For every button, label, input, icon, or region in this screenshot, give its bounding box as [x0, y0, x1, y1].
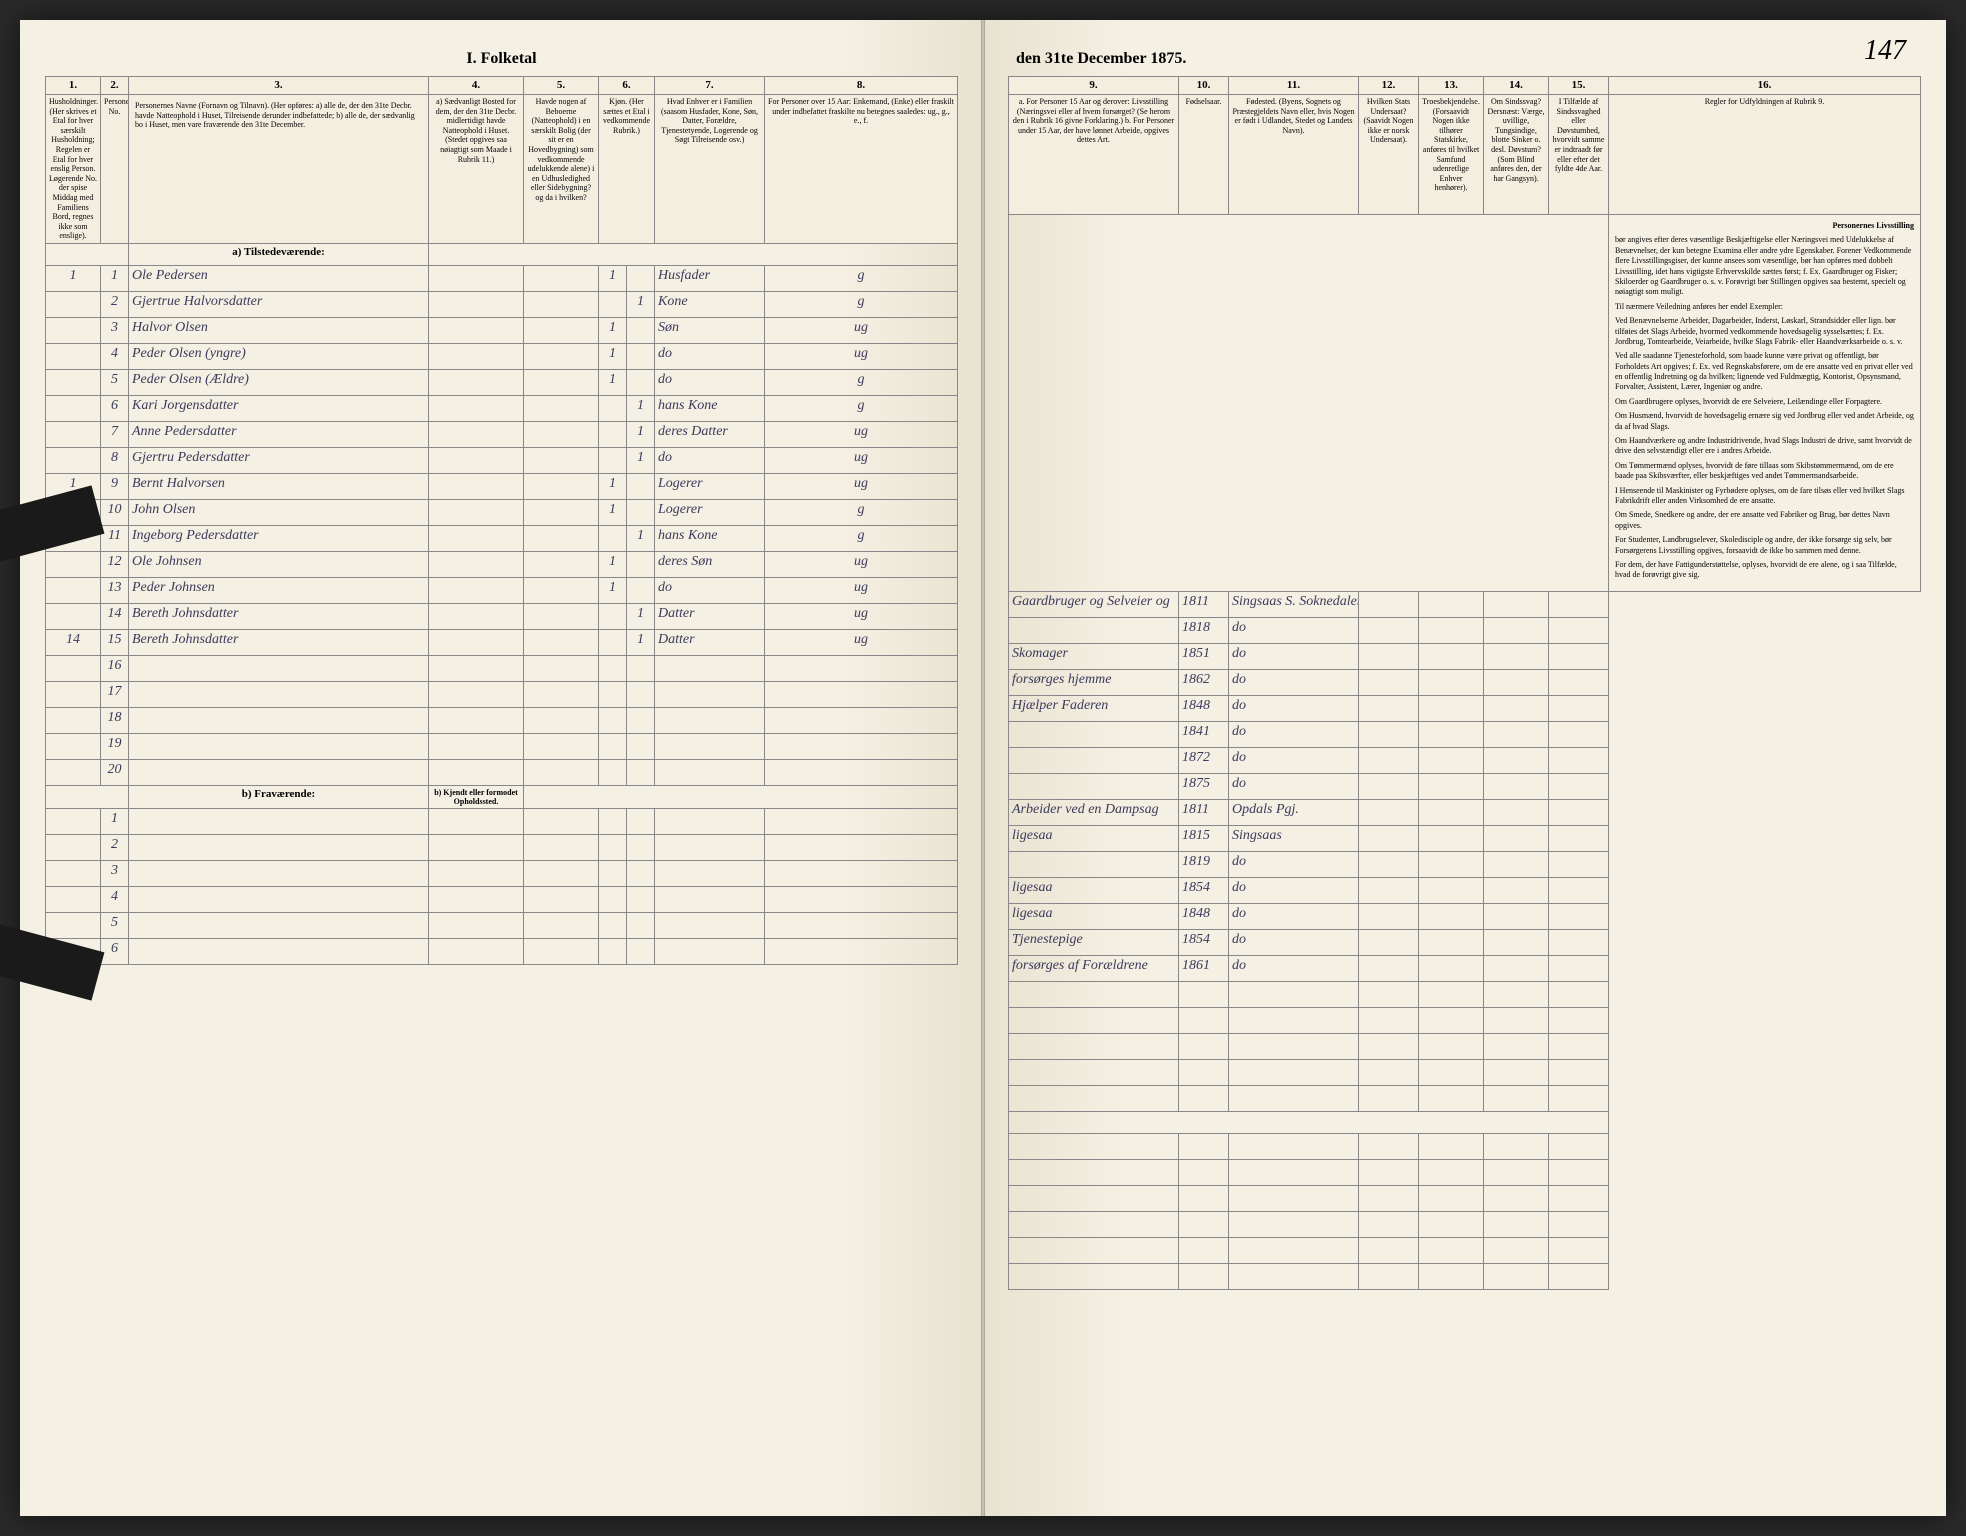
table-row: Skomager1851do	[1009, 643, 1921, 669]
col-header: For Personer over 15 Aar: Enkemand, (Enk…	[765, 95, 958, 244]
table-row: 1819do	[1009, 851, 1921, 877]
page-title-right: den 31te December 1875.	[1008, 50, 1921, 68]
page-right: 147 den 31te December 1875. 9. 10. 11. 1…	[983, 20, 1946, 1516]
col-num: 7.	[655, 77, 765, 95]
col-num: 16.	[1609, 77, 1921, 95]
col-header: Personernes Navne (Fornavn og Tilnavn). …	[129, 95, 429, 244]
col-num: 13.	[1419, 77, 1484, 95]
section-b-sub: b) Kjendt eller formodet Opholdssted.	[429, 785, 524, 808]
col-num: 10.	[1179, 77, 1229, 95]
table-row: 19Bernt Halvorsen1Logererug	[46, 473, 958, 499]
census-table-left: 1. 2. 3. 4. 5. 6. 7. 8. Husholdninger. (…	[45, 76, 958, 965]
table-row: forsørges af Forældrene1861do	[1009, 955, 1921, 981]
table-row: 11Ole Pedersen1Husfaderg	[46, 265, 958, 291]
col-num: 14.	[1484, 77, 1549, 95]
census-table-right: 9. 10. 11. 12. 13. 14. 15. 16. a. For Pe…	[1008, 76, 1921, 1290]
col-header: Personernes No.	[101, 95, 129, 244]
census-ledger: I. Folketal 1. 2. 3. 4. 5. 6. 7. 8. Hush…	[20, 20, 1946, 1516]
page-title-left: I. Folketal	[45, 50, 958, 68]
col-num: 9.	[1009, 77, 1179, 95]
col-header: Hvad Enhver er i Familien (saasom Husfad…	[655, 95, 765, 244]
table-row: forsørges hjemme1862do	[1009, 669, 1921, 695]
table-row: 4Peder Olsen (yngre)1doug	[46, 343, 958, 369]
table-row: Gaardbruger og Selveier og1811Singsaas S…	[1009, 591, 1921, 617]
section-b: b) Fraværende:	[129, 785, 429, 808]
table-row: 1415Bereth Johnsdatter1Datterug	[46, 629, 958, 655]
col-header: a) Sædvanligt Bosted for dem, der den 31…	[429, 95, 524, 244]
table-row: 11Ingeborg Pedersdatter1hans Koneg	[46, 525, 958, 551]
col-header: a. For Personer 15 Aar og derover: Livss…	[1009, 95, 1179, 215]
table-row: 12Ole Johnsen1deres Sønug	[46, 551, 958, 577]
col-num: 12.	[1359, 77, 1419, 95]
instructions-cell: Personernes Livsstillingbør angives efte…	[1609, 215, 1921, 592]
col-header: I Tilfælde af Sindssvaghed eller Døvstum…	[1549, 95, 1609, 215]
col-header: Fødselsaar.	[1179, 95, 1229, 215]
table-row: 10John Olsen1Logererg	[46, 499, 958, 525]
col-num: 6.	[599, 77, 655, 95]
page-left: I. Folketal 1. 2. 3. 4. 5. 6. 7. 8. Hush…	[20, 20, 983, 1516]
table-row: 8Gjertru Pedersdatter1doug	[46, 447, 958, 473]
book-spine	[981, 20, 985, 1516]
table-row: Hjælper Faderen1848do	[1009, 695, 1921, 721]
section-a: a) Tilstedeværende:	[129, 243, 429, 265]
table-row: 1841do	[1009, 721, 1921, 747]
col-header: Havde nogen af Beboerne (Natteophold) i …	[524, 95, 599, 244]
page-number: 147	[1864, 35, 1906, 67]
col-num: 15.	[1549, 77, 1609, 95]
col-num: 4.	[429, 77, 524, 95]
col-header: Hvilken Stats Undersaat? (Saavidt Nogen …	[1359, 95, 1419, 215]
table-row: 6Kari Jorgensdatter1hans Koneg	[46, 395, 958, 421]
table-row: Arbeider ved en Dampsag1811Opdals Pgj.	[1009, 799, 1921, 825]
col-header: Regler for Udfyldningen af Rubrik 9.	[1609, 95, 1921, 215]
col-num: 2.	[101, 77, 129, 95]
table-row: 3Halvor Olsen1Sønug	[46, 317, 958, 343]
col-num: 8.	[765, 77, 958, 95]
table-row: 1872do	[1009, 747, 1921, 773]
col-header: Troesbekjendelse. (Forsaavidt Nogen ikke…	[1419, 95, 1484, 215]
table-row: ligesaa1815Singsaas	[1009, 825, 1921, 851]
col-header: Fødested. (Byens, Sognets og Præstegjeld…	[1229, 95, 1359, 215]
table-row: ligesaa1848do	[1009, 903, 1921, 929]
table-row: 7Anne Pedersdatter1deres Datterug	[46, 421, 958, 447]
col-header: Om Sindssvag? Dersnæst: Værge, uvillige,…	[1484, 95, 1549, 215]
table-row: 5Peder Olsen (Ældre)1dog	[46, 369, 958, 395]
col-num: 5.	[524, 77, 599, 95]
table-row: 14Bereth Johnsdatter1Datterug	[46, 603, 958, 629]
col-num: 1.	[46, 77, 101, 95]
table-row: 2Gjertrue Halvorsdatter1Koneg	[46, 291, 958, 317]
table-row: 1875do	[1009, 773, 1921, 799]
col-header: Kjøn. (Her sættes et Etal i vedkommende …	[599, 95, 655, 244]
table-row: ligesaa1854do	[1009, 877, 1921, 903]
table-row: 13Peder Johnsen1doug	[46, 577, 958, 603]
col-num: 3.	[129, 77, 429, 95]
table-row: 1818do	[1009, 617, 1921, 643]
col-header: Husholdninger. (Her skrives et Etal for …	[46, 95, 101, 244]
col-num: 11.	[1229, 77, 1359, 95]
table-row: Tjenestepige1854do	[1009, 929, 1921, 955]
